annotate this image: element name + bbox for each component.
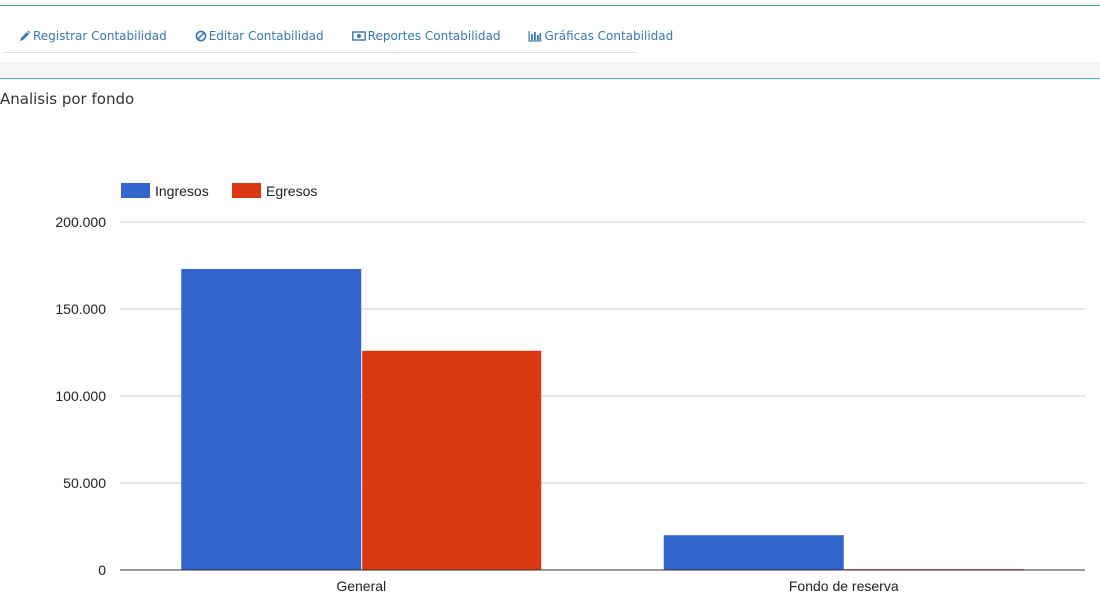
y-tick-label: 0 xyxy=(98,562,106,578)
tab-label: Registrar Contabilidad xyxy=(33,29,167,43)
legend-swatch-ingresos xyxy=(121,183,150,198)
legend-label-ingresos: Ingresos xyxy=(155,183,209,199)
bar-ingresos-0 xyxy=(181,268,362,570)
tab-label: Gráficas Contabilidad xyxy=(544,29,674,43)
panel-top-border xyxy=(0,78,1100,79)
y-tick-label: 150.000 xyxy=(55,301,106,317)
panel-title: Analisis por fondo xyxy=(0,90,135,108)
bar-chart-icon xyxy=(528,31,542,42)
tab-reportes[interactable]: Reportes Contabilidad xyxy=(338,29,515,43)
x-tick-label: Fondo de reserva xyxy=(789,578,899,594)
top-accent-line xyxy=(0,5,1100,6)
y-tick-label: 200.000 xyxy=(55,214,106,230)
tab-editar[interactable]: Editar Contabilidad xyxy=(181,29,338,43)
x-tick-label: General xyxy=(336,578,386,594)
ban-icon xyxy=(195,30,207,42)
bar-egresos-0 xyxy=(362,350,542,570)
y-tick-label: 50.000 xyxy=(63,475,106,491)
nav-tabs: Registrar Contabilidad Editar Contabilid… xyxy=(5,20,673,53)
tab-label: Reportes Contabilidad xyxy=(367,29,501,43)
legend-swatch-egresos xyxy=(232,183,261,198)
pencil-icon xyxy=(20,30,31,41)
panel-separator xyxy=(0,62,1100,78)
tab-registrar[interactable]: Registrar Contabilidad xyxy=(5,29,181,43)
tab-label: Editar Contabilidad xyxy=(208,29,324,43)
tab-graficas[interactable]: Gráficas Contabilidad xyxy=(514,29,687,43)
money-icon xyxy=(351,31,366,41)
bar-ingresos-1 xyxy=(663,535,844,570)
legend-label-egresos: Egresos xyxy=(266,183,317,199)
tabs-bar: Registrar Contabilidad Editar Contabilid… xyxy=(0,6,1100,62)
y-tick-label: 100.000 xyxy=(55,388,106,404)
